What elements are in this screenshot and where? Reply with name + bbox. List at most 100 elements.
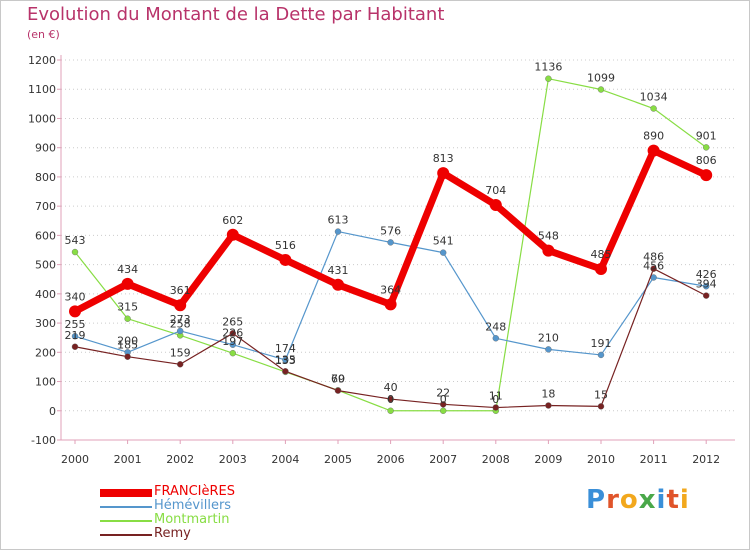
- legend-label-montmartin: Montmartin: [154, 512, 230, 527]
- data-label-montmartin: 258: [170, 317, 191, 330]
- data-label-remy: 15: [594, 388, 608, 401]
- x-tick-label: 2012: [692, 453, 720, 466]
- data-point-francieres: [121, 277, 134, 290]
- data-label-remy: 135: [275, 353, 296, 366]
- data-label-francieres: 340: [65, 290, 86, 303]
- data-label-remy: 159: [170, 346, 191, 359]
- logo-letter: t: [666, 485, 680, 515]
- data-labels: 340 434 361 602 516 431 364 813 704 548 485 890 806 2…: [65, 61, 717, 406]
- y-tick-label: 1100: [28, 83, 56, 96]
- data-label-montmartin: 0: [387, 393, 394, 406]
- data-point-francieres: [489, 198, 502, 211]
- data-point-hemevillers: [492, 335, 499, 342]
- data-point-montmartin: [597, 86, 605, 93]
- y-tick-label: -100: [31, 434, 56, 447]
- x-tick-label: 2006: [377, 453, 405, 466]
- data-point-remy: [650, 265, 657, 272]
- logo-letter: r: [606, 485, 620, 515]
- legend-swatch-montmartin: [100, 520, 152, 522]
- x-tick-label: 2001: [114, 453, 142, 466]
- data-label-remy: 40: [384, 381, 398, 394]
- x-tick-label: 2003: [219, 453, 247, 466]
- data-label-hemevillers: 541: [433, 235, 454, 248]
- data-label-hemevillers: 576: [380, 224, 401, 237]
- data-label-remy: 185: [117, 339, 138, 352]
- data-label-montmartin: 133: [275, 354, 296, 367]
- data-point-hemevillers: [71, 333, 79, 340]
- data-point-remy: [545, 402, 552, 409]
- y-tick-label: 600: [35, 229, 56, 242]
- data-point-montmartin: [545, 75, 552, 82]
- data-point-hemevillers: [229, 341, 237, 348]
- data-point-francieres: [384, 298, 397, 311]
- data-label-montmartin: 901: [696, 129, 717, 142]
- data-point-remy: [492, 404, 499, 411]
- data-label-remy: 11: [489, 390, 503, 403]
- series-francieres: [69, 144, 713, 318]
- logo-letter: o: [619, 485, 639, 515]
- legend-label-francieres: FRANCIèRES: [154, 484, 236, 499]
- y-tick-label: 800: [35, 171, 56, 184]
- data-label-remy: 69: [331, 373, 345, 386]
- data-label-francieres: 806: [696, 154, 717, 167]
- axes: [60, 55, 735, 441]
- data-label-hemevillers: 426: [696, 268, 717, 281]
- data-label-montmartin: 0: [440, 393, 447, 406]
- data-label-hemevillers: 273: [170, 313, 191, 326]
- data-label-hemevillers: 226: [222, 327, 243, 340]
- data-point-hemevillers: [597, 351, 605, 359]
- data-label-montmartin: 1034: [640, 91, 668, 104]
- proxiti-logo: Proxiti: [586, 485, 690, 515]
- data-point-montmartin: [229, 349, 237, 357]
- data-label-francieres: 890: [643, 130, 664, 143]
- y-tick-label: 900: [35, 142, 56, 155]
- data-label-francieres: 813: [433, 152, 454, 165]
- y-tick-label: 200: [35, 346, 56, 359]
- chart-title: Evolution du Montant de la Dette par Hab…: [27, 4, 445, 25]
- data-point-francieres: [542, 244, 555, 257]
- y-tick-label: 400: [35, 288, 56, 301]
- data-point-francieres: [332, 278, 344, 291]
- data-label-remy: 394: [696, 278, 717, 291]
- legend-label-hemevillers: Hémévillers: [154, 498, 232, 513]
- y-tick-label: 300: [35, 317, 56, 330]
- data-point-remy: [597, 403, 605, 410]
- y-tick-label: 700: [35, 200, 56, 213]
- data-label-montmartin: 1136: [534, 61, 562, 74]
- x-tick-label: 2009: [534, 453, 562, 466]
- data-label-francieres: 485: [591, 248, 612, 261]
- data-point-francieres: [700, 169, 713, 182]
- data-label-hemevillers: 210: [538, 331, 559, 344]
- data-label-montmartin: 1099: [587, 72, 615, 85]
- chart-subtitle: (en €): [27, 28, 60, 41]
- data-point-francieres: [595, 263, 607, 275]
- data-label-hemevillers: 200: [117, 334, 138, 347]
- y-axis-ticks: -100 0 100 200 300 400 500 600 700 800 900 1000 1100…: [28, 54, 61, 447]
- data-label-remy: 22: [436, 386, 450, 399]
- data-label-remy: 265: [222, 315, 243, 328]
- data-point-remy: [387, 395, 394, 403]
- legend-swatch-remy: [100, 534, 152, 536]
- legend-label-remy: Remy: [154, 526, 191, 541]
- y-tick-label: 0: [49, 405, 56, 418]
- data-label-francieres: 602: [222, 214, 243, 227]
- y-tick-label: 1200: [28, 54, 56, 67]
- logo-letter: P: [586, 485, 607, 515]
- data-point-remy: [176, 361, 184, 368]
- x-tick-label: 2007: [429, 453, 457, 466]
- data-label-francieres: 431: [328, 264, 349, 277]
- data-label-montmartin: 197: [222, 335, 243, 348]
- data-point-montmartin: [71, 248, 79, 256]
- data-point-montmartin: [124, 315, 131, 322]
- data-point-remy: [71, 343, 79, 350]
- data-point-hemevillers: [703, 283, 710, 290]
- data-label-hemevillers: 248: [485, 320, 506, 333]
- data-point-montmartin: [387, 407, 394, 414]
- data-label-remy: 219: [65, 329, 86, 342]
- data-point-francieres: [437, 167, 450, 180]
- data-label-hemevillers: 174: [275, 342, 296, 355]
- data-label-hemevillers: 456: [643, 259, 664, 272]
- legend-swatch-hemevillers: [100, 506, 152, 508]
